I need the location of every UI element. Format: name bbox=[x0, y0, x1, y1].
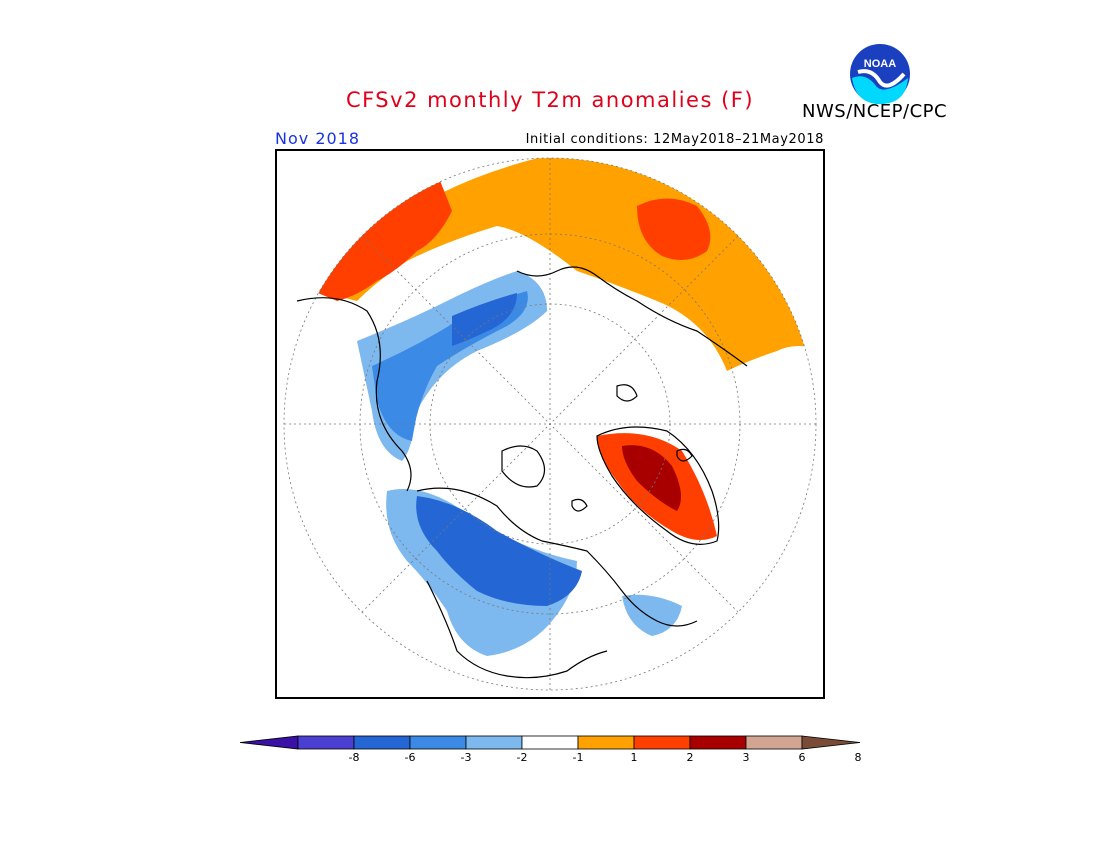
colorbar-extend-low bbox=[239, 735, 299, 750]
colorbar-box bbox=[409, 735, 467, 750]
colorbar-box bbox=[633, 735, 691, 750]
noaa-logo: NOAA bbox=[850, 44, 910, 104]
colorbar-tick-label: 3 bbox=[742, 751, 750, 764]
forecast-month: Nov 2018 bbox=[275, 129, 361, 148]
colorbar-tick-label: 2 bbox=[686, 751, 694, 764]
initial-conditions: Initial conditions: 12May2018–21May2018 bbox=[525, 132, 824, 147]
agency-label: NWS/NCEP/CPC bbox=[802, 101, 948, 122]
colorbar-box bbox=[577, 735, 635, 750]
central-asia-cold-center bbox=[452, 293, 517, 346]
colorbar-tick-label: -6 bbox=[404, 751, 416, 764]
svg-text:NOAA: NOAA bbox=[864, 58, 896, 70]
colorbar-tick-label: 1 bbox=[630, 751, 638, 764]
colorbar-extend-high bbox=[801, 735, 861, 750]
southeast-warm-patch bbox=[595, 687, 622, 690]
colorbar-box bbox=[465, 735, 523, 750]
chart-title: CFSv2 monthly T2m anomalies (F) bbox=[345, 88, 755, 112]
colorbar-box bbox=[689, 735, 747, 750]
greenland-warm-core bbox=[622, 445, 681, 511]
western-russia-warm bbox=[313, 173, 452, 301]
great-lakes-cold bbox=[622, 594, 682, 636]
colorbar-tick-label: 8 bbox=[854, 751, 862, 764]
siberia-warm-patch bbox=[637, 198, 711, 260]
colorbar-tick-label: -3 bbox=[460, 751, 472, 764]
colorbar-box bbox=[745, 735, 803, 750]
colorbar-box bbox=[297, 735, 355, 750]
coastlines bbox=[296, 266, 748, 679]
colorbar bbox=[239, 735, 861, 750]
colorbar-tick-label: 6 bbox=[798, 751, 806, 764]
colorbar-tick-label: -2 bbox=[516, 751, 528, 764]
graticule bbox=[283, 157, 817, 691]
colorbar-box bbox=[521, 735, 579, 750]
colorbar-tick-label: -8 bbox=[348, 751, 360, 764]
colorbar-box bbox=[353, 735, 411, 750]
polar-map bbox=[275, 149, 825, 699]
north-america-cold-core bbox=[416, 496, 582, 606]
map-canvas bbox=[283, 157, 817, 691]
colorbar-tick-label: -1 bbox=[572, 751, 584, 764]
